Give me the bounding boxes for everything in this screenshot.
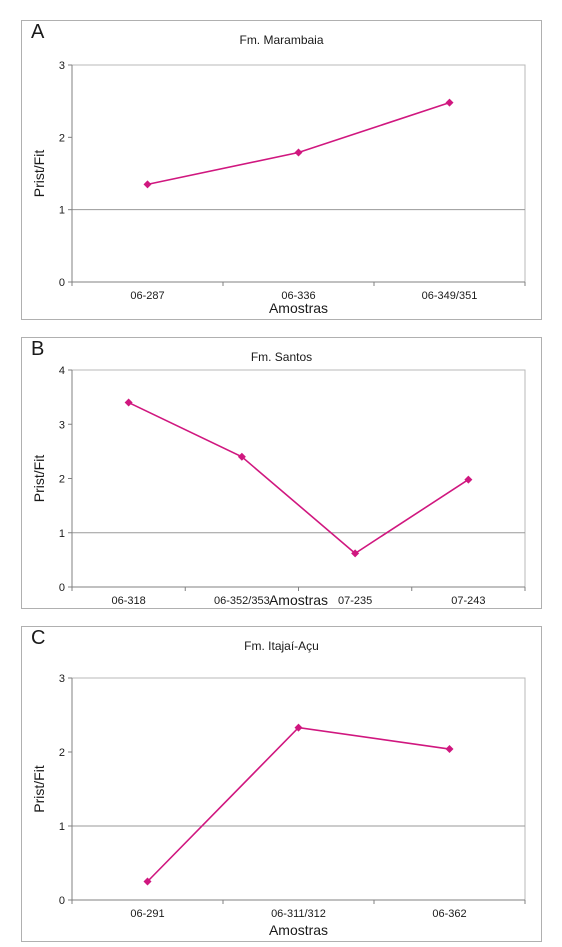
- x-tick-label: 07-243: [451, 595, 485, 607]
- data-point: [294, 723, 303, 732]
- chart-panel-c: C Fm. Itajaí-Açu 0 1 2 3 06-291 06-311/312 06-…: [21, 626, 542, 942]
- plot-area: [71, 64, 526, 283]
- x-tick-label: 07-235: [338, 595, 372, 607]
- data-point: [464, 475, 473, 484]
- y-axis-label: Prist/Fit: [31, 765, 47, 813]
- chart-c-svg: 0 1 2 3 06-291 06-311/312 06-362 Amostras Prist/…: [31, 673, 526, 938]
- y-tick-label: 3: [59, 60, 65, 72]
- x-axis-label: Amostras: [269, 300, 328, 316]
- plot-area: [71, 677, 526, 901]
- x-tick-label: 06-318: [111, 595, 145, 607]
- data-point: [237, 452, 246, 461]
- data-point: [445, 745, 454, 754]
- x-axis-label: Amostras: [269, 592, 328, 608]
- y-tick-label: 3: [59, 673, 65, 685]
- chart-title: Fm. Santos: [250, 350, 313, 364]
- plot-area: [71, 369, 526, 588]
- x-tick-label: 06-336: [281, 290, 315, 302]
- y-tick-label: 0: [59, 277, 65, 289]
- y-tick-label: 0: [59, 895, 65, 907]
- y-tick-label: 3: [59, 419, 65, 431]
- y-tick-label: 0: [59, 582, 65, 594]
- series-line: [128, 401, 469, 555]
- x-tick-label: 06-352/353: [214, 595, 270, 607]
- chart-panel-a: A Fm. Marambaia 0 1 2 3 06-287 06-336 06-349/3…: [21, 20, 542, 320]
- data-point: [143, 877, 152, 886]
- panel-letter: A: [31, 21, 45, 43]
- chart-panel-b: B Fm. Santos 0 1 2 3 4 06-318 06-352/353 07-235…: [21, 337, 542, 609]
- chart-b-svg: 0 1 2 3 4 06-318 06-352/353 07-235 07-243 Amostra…: [31, 365, 526, 608]
- data-point: [124, 398, 133, 407]
- data-point: [294, 148, 303, 157]
- y-tick-label: 2: [59, 747, 65, 759]
- y-tick-label: 1: [59, 205, 65, 217]
- x-tick-label: 06-362: [432, 908, 466, 920]
- data-point: [351, 549, 360, 558]
- y-tick-label: 2: [59, 474, 65, 486]
- chart-title: Fm. Marambaia: [239, 33, 324, 47]
- x-tick-label: 06-311/312: [271, 908, 326, 920]
- data-point: [445, 98, 454, 107]
- chart-a-svg: 0 1 2 3 06-287 06-336 06-349/351 Amostras Prist/…: [31, 60, 526, 316]
- chart-title: Fm. Itajaí-Açu: [244, 639, 319, 653]
- y-axis-label: Prist/Fit: [31, 150, 47, 198]
- x-tick-label: 06-287: [130, 290, 164, 302]
- panel-letter: C: [31, 627, 46, 649]
- y-tick-label: 4: [59, 365, 65, 377]
- x-axis-label: Amostras: [269, 922, 328, 938]
- y-tick-label: 2: [59, 132, 65, 144]
- y-tick-label: 1: [59, 821, 65, 833]
- y-tick-label: 1: [59, 528, 65, 540]
- panel-letter: B: [31, 338, 45, 360]
- y-axis-label: Prist/Fit: [31, 455, 47, 503]
- data-point: [143, 180, 152, 189]
- x-tick-label: 06-291: [130, 908, 164, 920]
- x-tick-label: 06-349/351: [422, 290, 478, 302]
